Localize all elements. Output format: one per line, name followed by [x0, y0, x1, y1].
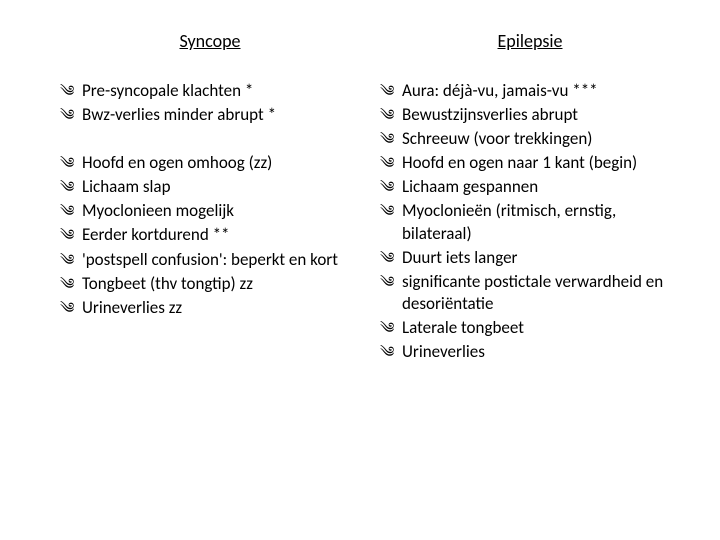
column-epilepsie: Epilepsie ༄ Aura: déjà-vu, jamais-vu *** …	[370, 30, 680, 510]
item-text: 'postspell confusion': beperkt en kort	[82, 249, 338, 270]
bullet-icon: ༄	[60, 82, 70, 102]
item-text: Tongbeet (thv tongtip) zz	[82, 273, 253, 294]
list-item: ༄ Hoofd en ogen naar 1 kant (begin)	[380, 152, 680, 174]
slide: Syncope ༄ Pre-syncopale klachten * ༄ Bwz-v…	[0, 0, 720, 540]
bullet-icon: ༄	[60, 106, 70, 126]
list-item: ༄ significante postictale verwardheid en …	[380, 271, 680, 315]
bullet-icon: ༄	[60, 251, 70, 271]
bullet-icon: ༄	[380, 106, 390, 126]
bullet-icon: ༄	[60, 154, 70, 174]
list-item: ༄ Urineverlies	[380, 341, 680, 363]
list-item: ༄ Pre-syncopale klachten *	[60, 80, 360, 102]
list-item: ༄ Lichaam slap	[60, 176, 360, 198]
list-item: ༄ Hoofd en ogen omhoog (zz)	[60, 152, 360, 174]
list-item: ༄ Myoclonieën (ritmisch, ernstig, bilater…	[380, 200, 680, 244]
item-text: Laterale tongbeet	[402, 317, 524, 338]
bullet-icon: ༄	[60, 202, 70, 222]
item-text: significante postictale verwardheid en d…	[402, 271, 663, 314]
spacer	[60, 128, 360, 152]
list-item: ༄ Lichaam gespannen	[380, 176, 680, 198]
item-text: Hoofd en ogen naar 1 kant (begin)	[402, 152, 637, 173]
bullet-icon: ༄	[380, 178, 390, 198]
heading-syncope: Syncope	[60, 30, 360, 52]
list-syncope-top: ༄ Pre-syncopale klachten * ༄ Bwz-verlies m…	[60, 80, 360, 128]
list-item: ༄ Myoclonieen mogelijk	[60, 200, 360, 222]
bullet-icon: ༄	[380, 154, 390, 174]
item-text: Urineverlies	[402, 341, 485, 362]
item-text: Schreeuw (voor trekkingen)	[402, 128, 592, 149]
item-text: Duurt iets langer	[402, 247, 517, 268]
item-text: Hoofd en ogen omhoog (zz)	[82, 152, 272, 173]
bullet-icon: ༄	[60, 226, 70, 246]
bullet-icon: ༄	[380, 130, 390, 150]
column-syncope: Syncope ༄ Pre-syncopale klachten * ༄ Bwz-v…	[60, 30, 370, 510]
bullet-icon: ༄	[60, 299, 70, 319]
list-item: ༄ 'postspell confusion': beperkt en kort	[60, 249, 360, 271]
list-item: ༄ Duurt iets langer	[380, 247, 680, 269]
list-item: ༄ Bewustzijnsverlies abrupt	[380, 104, 680, 126]
bullet-icon: ༄	[380, 319, 390, 339]
list-item: ༄ Schreeuw (voor trekkingen)	[380, 128, 680, 150]
item-text: Eerder kortdurend **	[82, 224, 230, 245]
list-item: ༄ Tongbeet (thv tongtip) zz	[60, 273, 360, 295]
list-item: ༄ Aura: déjà-vu, jamais-vu ***	[380, 80, 680, 102]
heading-epilepsie: Epilepsie	[380, 30, 680, 52]
item-text: Bwz-verlies minder abrupt *	[82, 104, 276, 125]
bullet-icon: ༄	[60, 178, 70, 198]
item-text: Lichaam slap	[82, 176, 171, 197]
list-item: ༄ Laterale tongbeet	[380, 317, 680, 339]
list-item: ༄ Eerder kortdurend **	[60, 224, 360, 246]
item-text: Myoclonieën (ritmisch, ernstig, bilatera…	[402, 200, 616, 243]
bullet-icon: ༄	[380, 273, 390, 293]
list-item: ༄ Urineverlies zz	[60, 297, 360, 319]
bullet-icon: ༄	[60, 275, 70, 295]
item-text: Myoclonieen mogelijk	[82, 200, 234, 221]
bullet-icon: ༄	[380, 202, 390, 222]
item-text: Lichaam gespannen	[402, 176, 538, 197]
list-epilepsie: ༄ Aura: déjà-vu, jamais-vu *** ༄ Bewustzij…	[380, 80, 680, 365]
item-text: Urineverlies zz	[82, 297, 182, 318]
bullet-icon: ༄	[380, 82, 390, 102]
list-syncope-bottom: ༄ Hoofd en ogen omhoog (zz) ༄ Lichaam slap…	[60, 152, 360, 321]
item-text: Pre-syncopale klachten *	[82, 80, 253, 101]
bullet-icon: ༄	[380, 343, 390, 363]
item-text: Aura: déjà-vu, jamais-vu ***	[402, 80, 598, 101]
list-item: ༄ Bwz-verlies minder abrupt *	[60, 104, 360, 126]
bullet-icon: ༄	[380, 249, 390, 269]
item-text: Bewustzijnsverlies abrupt	[402, 104, 578, 125]
